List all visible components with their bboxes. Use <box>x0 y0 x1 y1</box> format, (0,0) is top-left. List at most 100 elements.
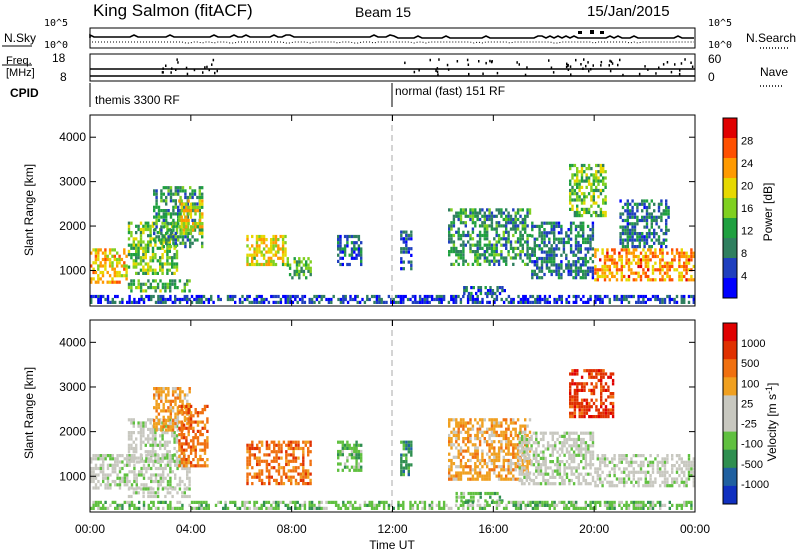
power-cell <box>633 245 637 249</box>
power-cell <box>394 300 398 304</box>
velocity-cell <box>462 440 465 444</box>
velocity-cell <box>147 466 150 471</box>
power-cell <box>341 256 344 260</box>
velocity-cell <box>644 484 647 488</box>
velocity-cell <box>490 440 494 444</box>
power-cell <box>624 228 627 232</box>
power-cell <box>354 294 357 299</box>
power-cell <box>521 227 524 231</box>
velocity-cell <box>539 437 543 442</box>
power-cell <box>307 257 310 261</box>
power-cell <box>671 251 674 255</box>
velocity-cell <box>507 471 510 475</box>
colorbar-swatch <box>723 178 737 199</box>
velocity-cell <box>145 454 148 458</box>
power-cell <box>409 297 412 302</box>
velocity-cell <box>600 375 603 379</box>
power-cell <box>483 221 486 225</box>
power-cell <box>426 300 429 304</box>
power-cell <box>156 286 160 290</box>
power-cell <box>238 297 242 302</box>
power-cell <box>675 300 679 304</box>
power-cell <box>255 294 259 299</box>
velocity-cell <box>273 450 276 454</box>
velocity-cell <box>596 470 599 474</box>
power-cell <box>402 260 405 264</box>
velocity-cell <box>348 468 351 472</box>
velocity-cell <box>151 427 155 431</box>
velocity-cell <box>530 460 533 464</box>
velocity-cell <box>176 466 179 471</box>
power-cell <box>663 261 667 265</box>
power-cell <box>139 246 143 250</box>
power-cell <box>638 202 641 206</box>
power-cell <box>172 209 175 213</box>
power-cell <box>595 176 598 180</box>
velocity-cell <box>572 437 576 442</box>
velocity-cell <box>297 443 300 447</box>
power-cell <box>582 256 585 261</box>
power-cell <box>569 163 572 168</box>
power-cell <box>678 278 681 282</box>
power-cell <box>272 259 275 263</box>
power-cell <box>149 268 152 272</box>
power-cell <box>173 279 177 283</box>
power-cell <box>481 300 484 304</box>
power-cell <box>474 250 477 254</box>
velocity-cell <box>90 457 93 461</box>
velocity-cell <box>512 418 515 422</box>
power-cell <box>307 266 310 270</box>
power-cell <box>106 257 109 262</box>
power-cell <box>196 222 199 226</box>
power-cell <box>645 222 649 226</box>
power-cell <box>185 205 188 210</box>
power-cell <box>471 262 475 266</box>
power-cell <box>587 176 591 180</box>
velocity-cell <box>594 484 597 488</box>
velocity-cell <box>253 456 256 460</box>
power-cell <box>281 241 285 245</box>
power-cell <box>594 268 597 272</box>
velocity-cell <box>516 443 520 447</box>
power-cell <box>565 253 568 257</box>
velocity-cell <box>530 437 533 442</box>
power-cell <box>580 167 584 171</box>
power-cell <box>586 260 590 264</box>
velocity-cell <box>542 463 545 467</box>
power-cell <box>569 195 572 199</box>
power-cell <box>201 225 204 229</box>
power-cell <box>599 207 603 211</box>
velocity-cell <box>135 446 138 451</box>
power-cell <box>471 243 475 247</box>
power-cell <box>580 192 584 196</box>
power-cell <box>405 237 408 241</box>
power-cell <box>553 228 556 232</box>
power-cell <box>469 208 472 212</box>
power-cell <box>576 210 579 215</box>
velocity-cell <box>135 487 138 491</box>
power-cell <box>291 276 294 280</box>
velocity-cell <box>178 464 181 468</box>
power-cell <box>641 199 644 203</box>
velocity-cell <box>539 482 543 486</box>
power-cell <box>128 297 131 302</box>
power-cell <box>185 218 188 222</box>
velocity-cell <box>123 457 126 461</box>
power-cell <box>637 271 640 275</box>
power-cell <box>127 227 131 232</box>
velocity-cell <box>182 442 186 446</box>
power-cell <box>644 300 647 304</box>
velocity-cell <box>179 393 182 397</box>
power-cell <box>169 286 172 290</box>
velocity-cell <box>151 443 155 447</box>
velocity-cell <box>99 454 102 458</box>
velocity-cell <box>280 475 283 479</box>
power-cell <box>178 218 181 222</box>
velocity-cell <box>360 459 363 463</box>
power-cell <box>531 269 534 273</box>
power-cell <box>174 212 177 216</box>
power-cell <box>106 300 110 304</box>
velocity-cell <box>490 430 494 434</box>
velocity-cell <box>142 463 146 467</box>
power-cell <box>631 232 634 236</box>
